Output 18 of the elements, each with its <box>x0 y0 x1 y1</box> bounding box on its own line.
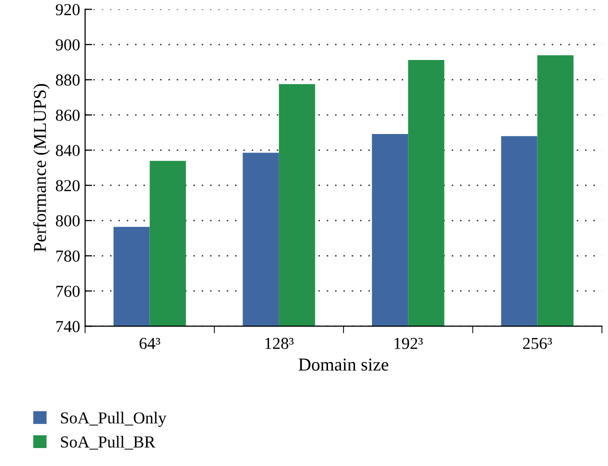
x-tick-label: 256³ <box>523 338 552 350</box>
y-tick-label: 860 <box>56 110 80 121</box>
x-axis-title: Domain size <box>298 358 388 371</box>
y-axis-title: Performance (MLUPS) <box>33 84 50 252</box>
y-tick-label: 800 <box>56 215 80 227</box>
y-tick-label: 920 <box>56 4 80 16</box>
x-tick-label: 64³ <box>140 338 160 350</box>
y-tick-label: 820 <box>56 180 80 192</box>
y-tick-label: 840 <box>56 144 80 156</box>
y-tick-label: 760 <box>56 286 80 297</box>
x-tick-label: 128³ <box>265 338 294 350</box>
y-tick-label: 740 <box>56 320 80 332</box>
y-tick-label: 780 <box>56 250 80 262</box>
legend-label: SoA_Pull_BR <box>61 436 156 450</box>
legend-label: SoA_Pull_Only <box>61 412 166 427</box>
x-tick-label: 192³ <box>394 338 423 350</box>
y-tick-label: 900 <box>56 39 80 50</box>
y-tick-label: 880 <box>56 74 80 86</box>
